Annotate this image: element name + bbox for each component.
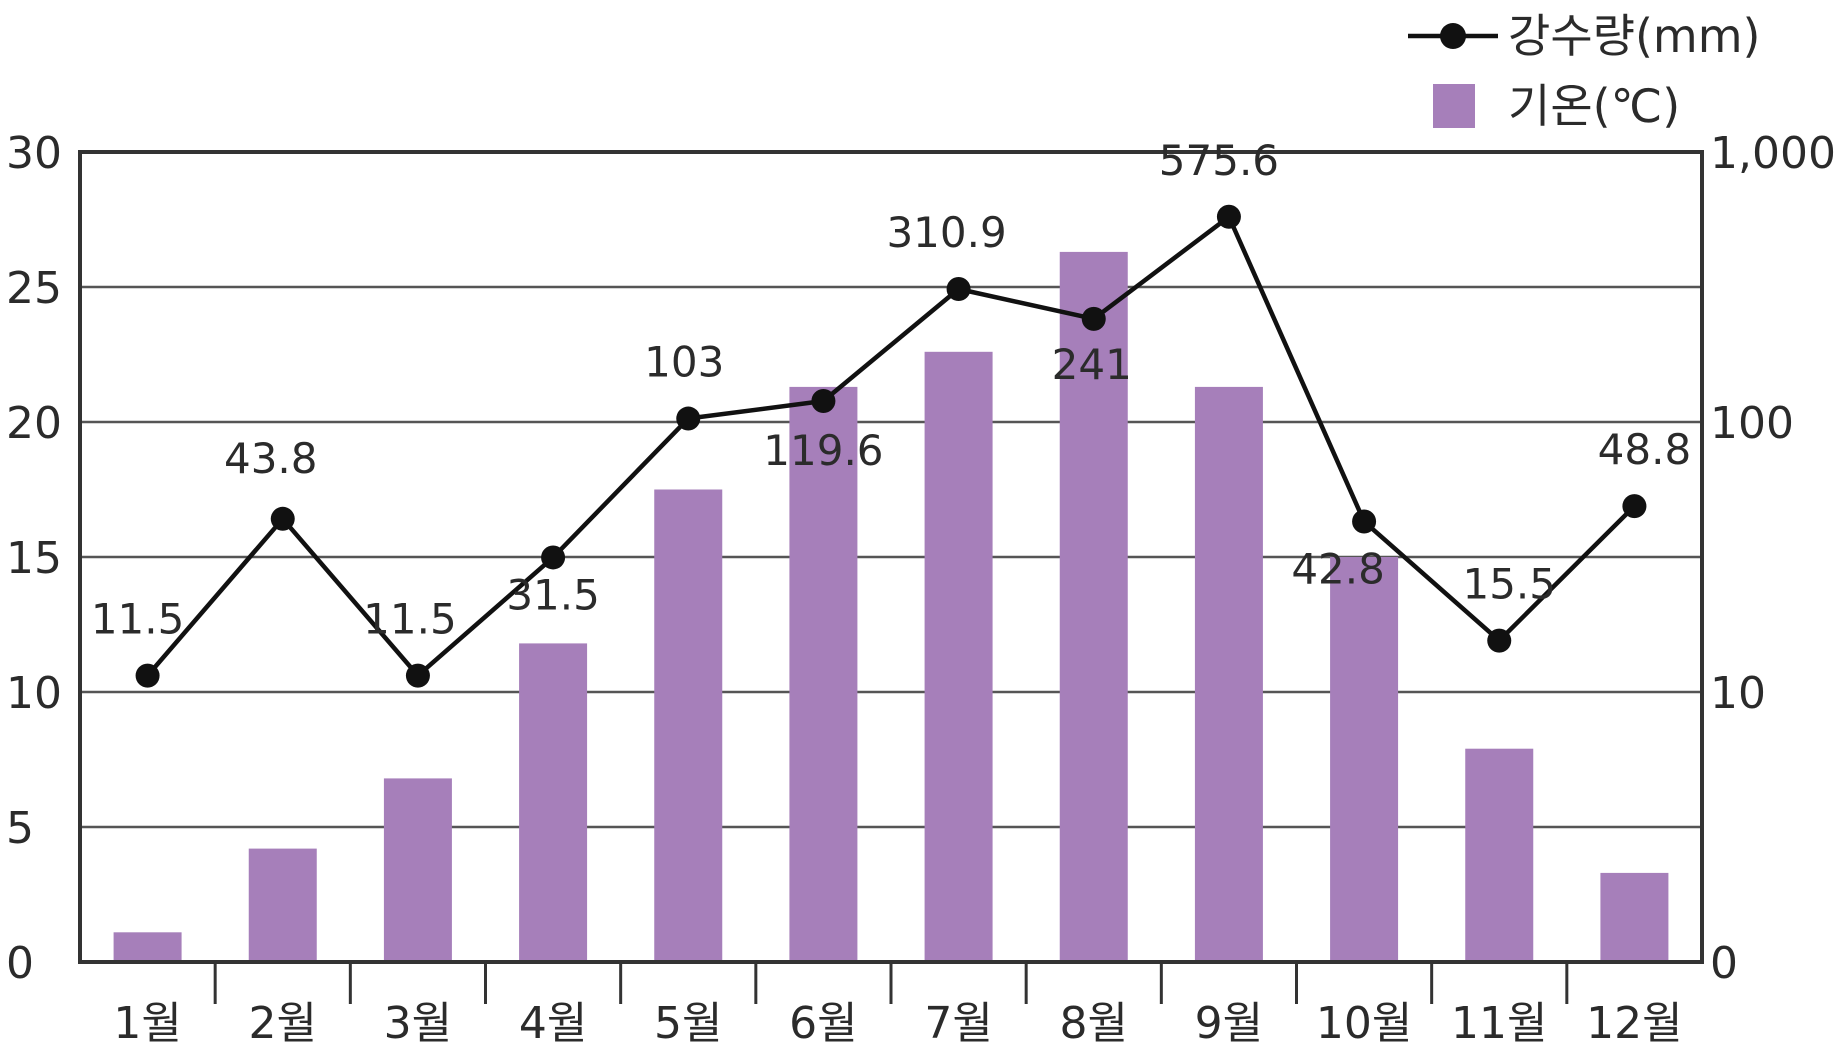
temperature-bar — [519, 643, 588, 962]
precipitation-data-label: 119.6 — [763, 426, 883, 475]
temperature-bar — [1330, 557, 1399, 962]
category-label: 10월 — [1316, 998, 1412, 1049]
precipitation-point — [1081, 306, 1106, 331]
temperature-bar — [1465, 748, 1534, 962]
legend-label-precipitation: 강수량(mm) — [1508, 9, 1760, 63]
precipitation-line — [135, 204, 1647, 688]
right-tick-label: 10 — [1710, 668, 1766, 719]
legend: 강수량(mm) 기온(℃) — [1408, 9, 1760, 133]
precipitation-data-label: 42.8 — [1291, 545, 1385, 594]
x-axis-ticks — [213, 962, 1569, 1004]
category-label: 1월 — [113, 998, 181, 1049]
left-tick-label: 30 — [6, 128, 62, 179]
precipitation-series-line — [145, 214, 1637, 678]
right-tick-label: 0 — [1710, 938, 1738, 989]
category-label: 7월 — [924, 998, 992, 1049]
category-label: 12월 — [1586, 998, 1682, 1049]
precipitation-point — [1216, 204, 1241, 229]
legend-label-temperature: 기온(℃) — [1508, 79, 1680, 133]
temperature-bar — [383, 778, 452, 962]
precipitation-point — [676, 406, 701, 431]
precipitation-data-label: 11.5 — [363, 595, 457, 644]
precipitation-point — [1487, 628, 1512, 653]
legend-line-marker — [1440, 23, 1466, 49]
precipitation-data-label: 43.8 — [224, 434, 318, 483]
left-axis: 0 5 10 15 20 25 30 — [6, 128, 62, 989]
category-label: 6월 — [789, 998, 857, 1049]
legend-bar-swatch — [1433, 84, 1475, 128]
right-tick-label: 1,000 — [1710, 128, 1836, 179]
category-label: 3월 — [384, 998, 452, 1049]
left-tick-label: 0 — [6, 938, 34, 989]
left-tick-label: 25 — [6, 263, 62, 314]
left-tick-label: 20 — [6, 398, 62, 449]
precipitation-point — [1352, 509, 1377, 534]
precipitation-data-labels: 11.5 43.8 11.5 31.5 103 119.6 310.9 241 575.6 42.… — [91, 136, 1691, 644]
precipitation-point — [541, 545, 566, 570]
precipitation-point — [405, 663, 430, 688]
temperature-bar — [789, 386, 858, 962]
temperature-bars — [113, 251, 1669, 962]
left-tick-label: 10 — [6, 668, 62, 719]
temperature-bar — [924, 351, 993, 962]
precipitation-data-label: 575.6 — [1159, 136, 1279, 185]
category-label: 2월 — [249, 998, 317, 1049]
precipitation-point — [811, 389, 836, 414]
left-tick-label: 5 — [6, 803, 34, 854]
x-axis-categories: 1월 2월 3월 4월 5월 6월 7월 8월 9월 10월 11월 12월 — [113, 998, 1682, 1049]
precipitation-data-label: 310.9 — [886, 208, 1006, 257]
precipitation-data-label: 31.5 — [506, 570, 600, 619]
temperature-bar — [248, 848, 317, 962]
category-label: 4월 — [519, 998, 587, 1049]
left-tick-label: 15 — [6, 533, 62, 584]
category-label: 5월 — [654, 998, 722, 1049]
temperature-bar — [1600, 872, 1669, 962]
precipitation-data-label: 11.5 — [91, 595, 185, 644]
category-label: 8월 — [1060, 998, 1128, 1049]
temperature-bar — [113, 932, 182, 962]
temperature-bar — [1059, 251, 1128, 962]
precipitation-data-label: 48.8 — [1598, 425, 1692, 474]
precipitation-point — [946, 276, 971, 301]
category-label: 11월 — [1451, 998, 1547, 1049]
category-label: 9월 — [1195, 998, 1263, 1049]
precipitation-data-label: 103 — [644, 338, 724, 387]
precipitation-point — [270, 506, 295, 531]
precipitation-data-label: 241 — [1052, 340, 1132, 389]
grid-lines — [80, 285, 1702, 829]
precipitation-data-label: 15.5 — [1462, 560, 1556, 609]
precipitation-point — [135, 663, 160, 688]
right-axis: 0 10 100 1,000 — [1710, 128, 1836, 989]
precipitation-point — [1622, 494, 1647, 519]
temperature-bar — [1194, 386, 1263, 962]
temperature-bar — [654, 489, 723, 962]
right-tick-label: 100 — [1710, 398, 1794, 449]
